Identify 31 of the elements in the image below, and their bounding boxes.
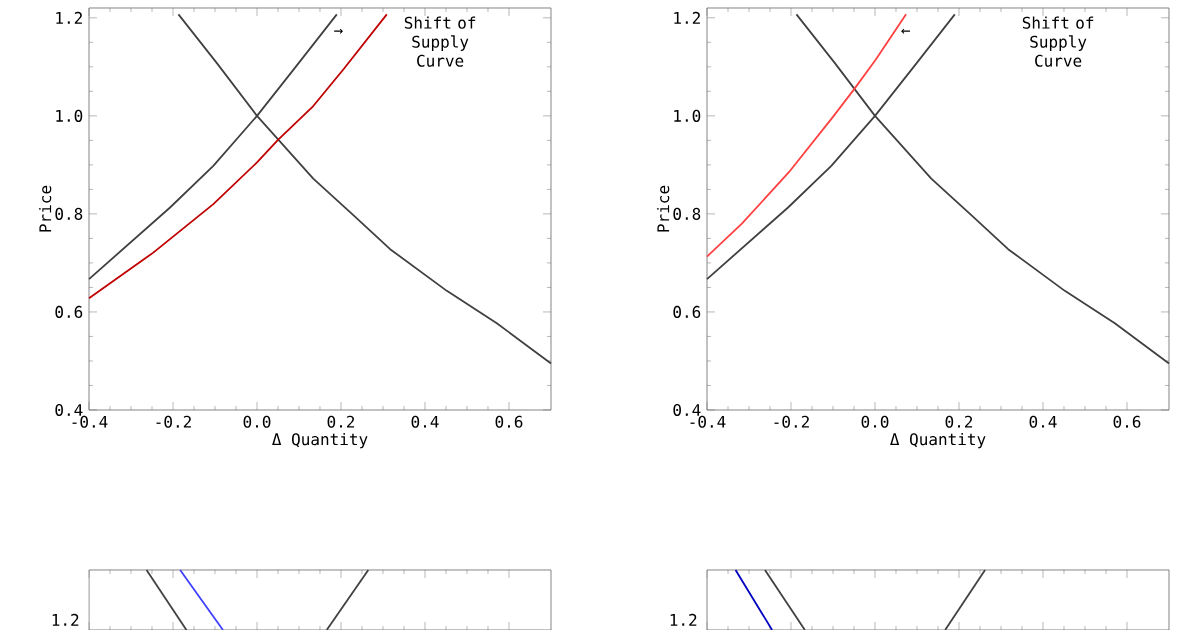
y-tick-label: 1.2 [674, 11, 700, 24]
x-axis-title: Δ Quantity [890, 432, 986, 449]
x-tick-label: 0.6 [495, 415, 523, 428]
x-tick-label: -0.4 [72, 415, 108, 428]
x-tick-label: 0.6 [1113, 415, 1141, 428]
x-tick-label: -0.2 [156, 415, 191, 428]
x-tick-label: 0.4 [411, 415, 439, 428]
y-tick-label: 0.6 [55, 305, 83, 318]
x-tick-label: 0.4 [1029, 415, 1057, 428]
x-tick-label: -0.2 [774, 415, 809, 428]
x-axis-title: Δ Quantity [272, 432, 368, 449]
y-tick-label: 1.0 [674, 109, 701, 122]
y-tick-label: 0.8 [55, 207, 83, 220]
x-tick-label: 0.2 [327, 415, 355, 428]
y-tick-label: 0.8 [673, 207, 701, 220]
line-series [88, 13, 388, 300]
x-tick-label: 0.0 [243, 415, 271, 428]
y-tick-label: 0.4 [55, 403, 83, 417]
annotation: Shift of Supply Curve [1022, 16, 1094, 67]
annotation: → [334, 28, 343, 34]
annotation: Shift of Supply Curve [404, 16, 476, 67]
y-tick-label: 1.2 [56, 11, 82, 24]
x-tick-label: 0.2 [945, 415, 973, 428]
y-tick-label: 0.6 [673, 305, 701, 318]
x-tick-label: 0.0 [861, 415, 889, 428]
y-tick-label: 1.0 [56, 109, 83, 122]
y-tick-label: 0.4 [673, 403, 701, 417]
y-axis-title: Price [38, 185, 52, 232]
annotation: ← [901, 28, 910, 34]
x-tick-label: -0.4 [690, 415, 726, 428]
y-axis-title: Price [656, 185, 670, 232]
